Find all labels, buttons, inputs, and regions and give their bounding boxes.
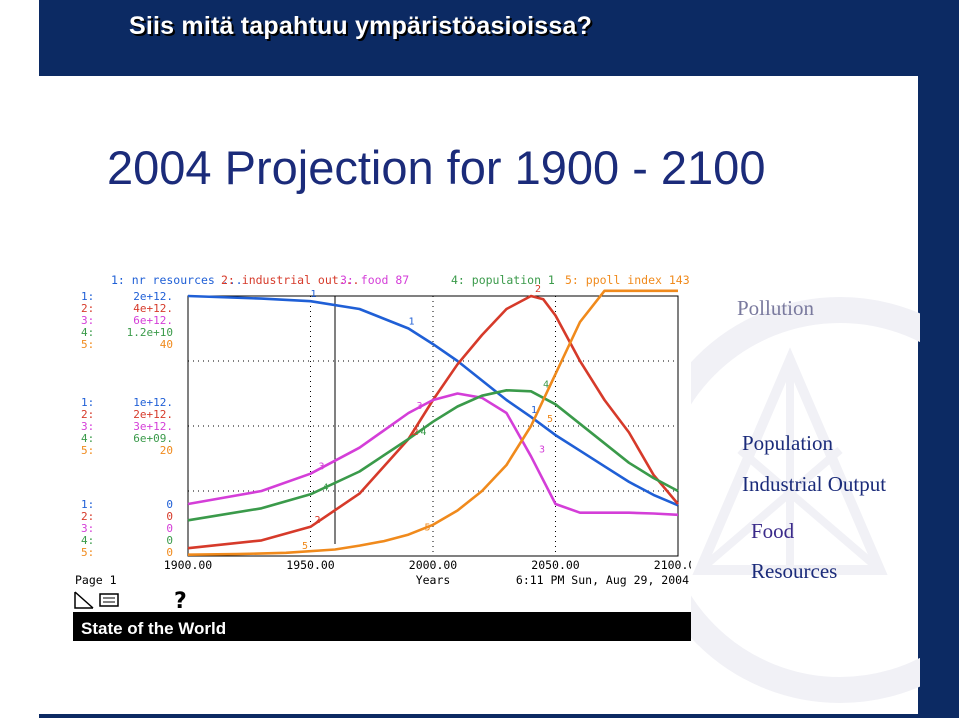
series-marker-label: 4 [421,427,427,438]
label-resources: Resources [751,559,838,583]
series-marker-label: 1 [311,289,317,300]
scale-value: 1e+12. [133,396,173,409]
scale-index: 1: [81,498,94,511]
header-bar [39,0,959,76]
footer-label: State of the World [81,619,226,638]
label-population: Population [742,431,834,455]
series-marker-label: 2 [535,284,541,295]
x-tick-label: 1900.00 [164,558,213,572]
scale-value: 0 [166,534,173,547]
page-label: Page 1 [75,573,117,587]
series-marker-label: 5 [547,414,553,425]
legend-entry: 1: nr resources ... [111,273,243,287]
series-line-5 [187,289,678,556]
legend-entry: 5: ppoll index 143 [565,273,690,287]
timestamp: 6:11 PM Sun, Aug 29, 2004 [516,573,689,587]
series-marker-label: 5 [302,541,308,552]
series-marker-label: 4 [323,482,329,493]
label-food: Food [751,519,795,543]
series-marker-label: 1 [531,405,537,416]
label-industrial-output: Industrial Output [742,472,887,496]
x-tick-label: 2100.00 [654,558,691,572]
scale-index: 1: [81,396,94,409]
label-pollution: Pollution [737,296,815,320]
right-bar [918,0,959,718]
scale-value: 40 [160,338,173,351]
series-line-4 [187,389,679,522]
series-line-3 [187,392,679,517]
scale-value: 2e+12. [133,290,173,303]
scale-index: 2: [81,302,94,315]
help-icon[interactable]: ? [174,589,187,614]
scale-index: 2: [81,408,94,421]
scale-value: 4e+12. [133,302,173,315]
scale-value: 6e+12. [133,314,173,327]
x-axis-label: Years [416,573,451,587]
scale-value: 6e+09. [133,432,173,445]
series-marker-label: 3 [539,444,545,455]
scale-value: 1.2e+10 [127,326,173,339]
scale-index: 5: [81,338,94,351]
scale-value: 0 [166,546,173,559]
scale-index: 3: [81,420,94,433]
scale-index: 4: [81,326,94,339]
page-icon[interactable] [74,591,94,609]
scale-index: 5: [81,444,94,457]
x-tick-label: 2050.00 [531,558,580,572]
scale-index: 3: [81,314,94,327]
series-marker-label: 3 [417,401,423,412]
series-line-1 [187,294,679,507]
scale-index: 3: [81,522,94,535]
x-tick-label: 2000.00 [409,558,458,572]
footer-bar [73,612,691,641]
scale-index: 1: [81,290,94,303]
bottom-line [39,714,959,718]
series-marker-label: 4 [543,379,549,390]
slide-title: 2004 Projection for 1900 - 2100 [107,141,766,194]
series-line-2 [187,294,679,550]
legend-entry: 4: population 1 [451,273,555,287]
scale-value: 20 [160,444,173,457]
scale-value: 0 [166,498,173,511]
legend-entry: 2: industrial out... [221,273,359,287]
legend-entry: 3: food 87 [340,273,409,287]
series-marker-label: 3 [319,462,325,473]
scale-index: 5: [81,546,94,559]
x-tick-label: 1950.00 [286,558,335,572]
series-marker-label: 1 [409,317,415,328]
scale-value: 0 [166,510,173,523]
stella-chart: 1: nr resources ...2: industrial out...3… [73,264,691,641]
slide-header: Siis mitä tapahtuu ympäristöasioissa? [129,12,593,40]
scale-value: 2e+12. [133,408,173,421]
left-margin [0,0,39,718]
series-marker-label: 2 [413,427,419,438]
scale-index: 4: [81,432,94,445]
scale-index: 2: [81,510,94,523]
scale-value: 3e+12. [133,420,173,433]
scale-value: 0 [166,522,173,535]
series-marker-label: 5 [425,523,431,534]
series-marker-label: 2 [315,515,321,526]
print-icon[interactable] [99,593,119,607]
scale-index: 4: [81,534,94,547]
